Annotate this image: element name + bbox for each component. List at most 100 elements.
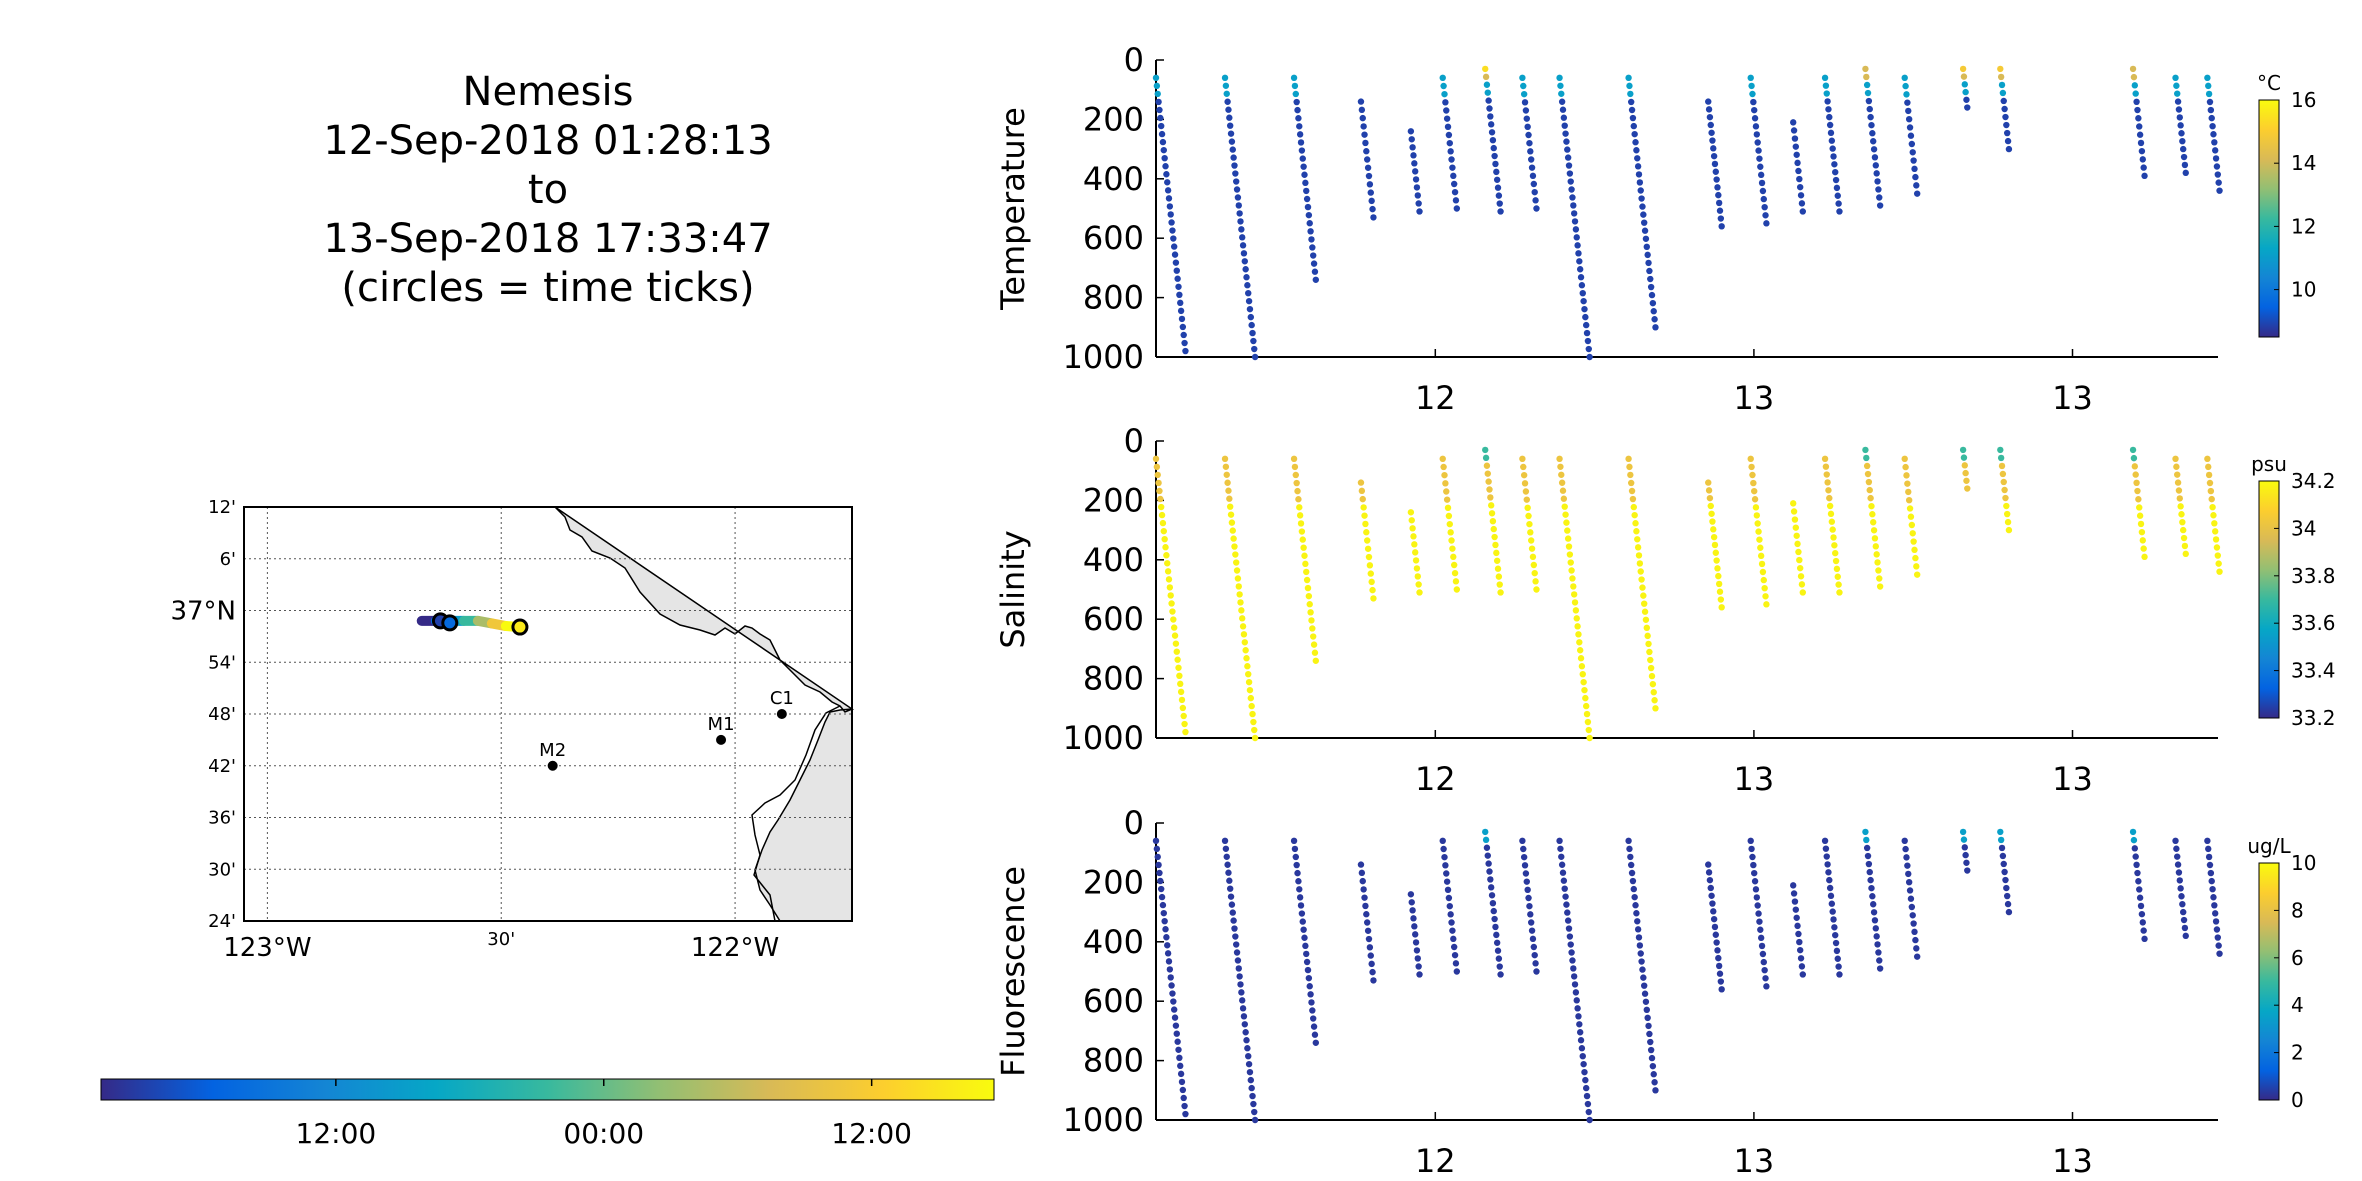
data-point <box>1903 854 1910 861</box>
data-point <box>1635 934 1643 941</box>
data-point <box>1181 720 1188 728</box>
data-point <box>2206 479 2214 487</box>
data-point <box>2180 153 2188 161</box>
data-point <box>2000 478 2007 486</box>
data-point <box>1446 520 1453 528</box>
data-point <box>1876 965 1884 972</box>
data-point <box>1575 250 1582 257</box>
data-point <box>1718 223 1725 230</box>
y-tick-label: 600 <box>1083 600 1144 638</box>
data-point <box>2181 924 2189 932</box>
data-point <box>1831 161 1838 168</box>
data-point <box>1962 88 1969 96</box>
data-point <box>1360 886 1367 893</box>
data-point <box>1365 553 1373 561</box>
data-point <box>1180 331 1187 339</box>
data-point <box>1793 532 1800 539</box>
data-point <box>1715 191 1722 199</box>
data-point <box>1751 496 1759 503</box>
title-line-4: 13-Sep-2018 17:33:47 <box>323 216 772 262</box>
data-point <box>1756 918 1763 925</box>
data-point <box>1760 958 1767 966</box>
data-point <box>1868 121 1875 129</box>
data-point <box>1407 509 1415 516</box>
data-point <box>1411 160 1418 167</box>
data-point <box>1652 324 1659 331</box>
data-point <box>1999 470 2007 478</box>
data-point <box>1570 965 1577 972</box>
data-point <box>1158 893 1166 901</box>
colorbar <box>2258 99 2280 338</box>
data-point <box>1290 837 1298 845</box>
data-point <box>1762 975 1769 982</box>
data-point <box>1707 884 1714 892</box>
data-point <box>1637 187 1644 194</box>
data-point <box>1306 983 1313 990</box>
data-point <box>1238 989 1245 996</box>
data-point <box>2211 902 2218 909</box>
data-point <box>1634 918 1641 925</box>
data-point <box>1484 89 1491 96</box>
data-point <box>1753 894 1761 901</box>
data-point <box>1243 655 1250 662</box>
data-point <box>1365 935 1373 943</box>
data-point <box>1828 518 1836 525</box>
x-tick-label: 13 <box>2052 379 2093 417</box>
data-point <box>1913 190 1921 197</box>
data-point <box>1755 528 1762 535</box>
data-point <box>1443 488 1450 495</box>
data-point <box>2216 187 2223 194</box>
data-point <box>1822 845 1830 852</box>
data-point <box>1243 1037 1250 1044</box>
data-point <box>1572 226 1580 233</box>
data-point <box>1826 876 1833 884</box>
data-point <box>1408 517 1415 524</box>
data-point <box>1312 276 1320 283</box>
data-point <box>1633 147 1640 154</box>
data-point <box>2141 553 2148 561</box>
data-point <box>1168 982 1175 989</box>
data-point <box>1867 494 1874 502</box>
data-point <box>1176 291 1183 299</box>
data-point <box>1153 845 1161 853</box>
data-point <box>1170 243 1178 250</box>
data-point <box>1562 511 1569 518</box>
data-point <box>1299 155 1306 162</box>
data-point <box>1519 74 1526 82</box>
data-point <box>2205 471 2213 479</box>
data-point <box>1567 559 1574 566</box>
data-point <box>1901 837 1908 845</box>
data-point <box>1631 130 1638 138</box>
data-point <box>1870 527 1878 534</box>
data-point <box>1906 124 1914 131</box>
data-point <box>1359 877 1366 885</box>
data-point <box>1494 947 1502 954</box>
data-point <box>1863 844 1871 852</box>
data-point <box>1997 73 2005 81</box>
time-colorbar-tick-label: 00:00 <box>563 1117 644 1150</box>
station-marker <box>716 734 727 745</box>
data-point <box>1520 82 1527 90</box>
data-point <box>1251 345 1258 353</box>
data-point <box>1628 869 1636 877</box>
data-point <box>1170 1006 1178 1013</box>
data-point <box>1870 909 1878 916</box>
data-point <box>1959 65 1967 73</box>
data-point <box>1642 235 1650 242</box>
data-point <box>1162 926 1169 933</box>
map-lat-label: 37°N <box>170 597 236 627</box>
title-block: Nemesis 12-Sep-2018 01:28:13 to 13-Sep-2… <box>323 69 772 311</box>
y-tick-label: 400 <box>1083 541 1144 579</box>
data-point <box>1520 90 1528 98</box>
data-point <box>2138 528 2146 536</box>
data-point <box>1999 89 2007 97</box>
data-point <box>1634 926 1642 933</box>
data-point <box>2174 861 2182 868</box>
data-point <box>1707 502 1714 510</box>
data-point <box>1300 544 1307 551</box>
data-point <box>2212 155 2220 162</box>
y-tick-label: 400 <box>1083 160 1144 198</box>
data-point <box>1174 275 1181 282</box>
colorbar-tick-label: 33.6 <box>2291 611 2336 635</box>
data-point <box>1522 870 1530 877</box>
